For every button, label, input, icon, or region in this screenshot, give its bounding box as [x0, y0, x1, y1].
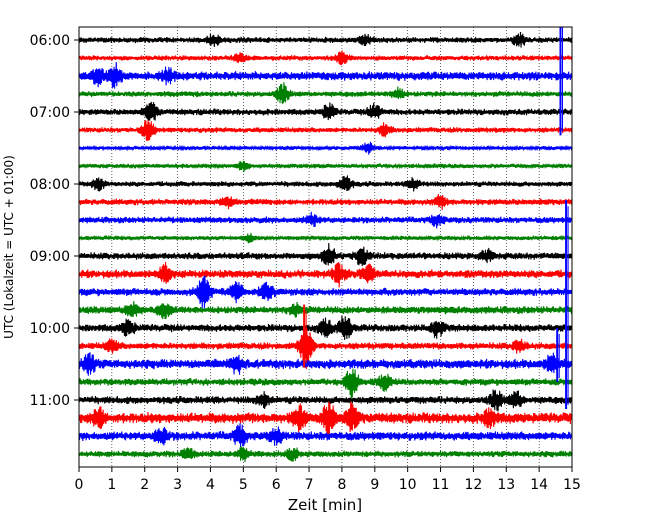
trace-0930 — [79, 275, 572, 309]
x-tick-label-7: 7 — [305, 477, 314, 493]
trace-1030 — [79, 352, 572, 376]
vertical-gridlines — [111, 27, 540, 467]
x-tick-label-1: 1 — [107, 477, 116, 493]
x-tick-label-3: 3 — [173, 477, 182, 493]
trace-0645 — [79, 82, 572, 104]
trace-0630 — [79, 62, 572, 89]
trace-0730 — [79, 141, 572, 155]
trace-0945 — [79, 301, 572, 320]
trace-0715 — [79, 120, 572, 141]
trace-0745 — [79, 160, 572, 173]
x-tick-label-2: 2 — [140, 477, 149, 493]
x-tick-label-9: 9 — [370, 477, 379, 493]
y-tick-label-4: 10:00 — [30, 321, 70, 337]
trace-0845 — [79, 232, 572, 244]
x-axis-label: Zeit [min] — [288, 496, 362, 514]
x-tick-label-0: 0 — [75, 477, 84, 493]
trace-1100 — [79, 389, 572, 412]
plot-frame — [78, 26, 573, 468]
trace-0700 — [79, 101, 572, 121]
y-tick-label-2: 08:00 — [30, 177, 70, 193]
y-tick-label-0: 06:00 — [30, 33, 70, 49]
trace-0815 — [79, 193, 572, 210]
x-tick-label-12: 12 — [464, 477, 482, 493]
trace-1115 — [79, 401, 572, 436]
x-tick-label-15: 15 — [563, 477, 581, 493]
y-tick-label-1: 07:00 — [30, 105, 70, 121]
y-tick-label-3: 09:00 — [30, 249, 70, 265]
y-axis-ticks: 06:00 07:00 08:00 09:00 10:00 11:00 — [30, 33, 79, 409]
trace-1130 — [79, 423, 572, 448]
x-tick-label-13: 13 — [497, 477, 515, 493]
x-axis-ticks: 0 1 2 3 4 5 6 7 8 9 10 11 12 13 14 15 — [75, 467, 581, 493]
trace-0800 — [79, 175, 572, 192]
trace-1145 — [79, 446, 572, 462]
x-tick-label-6: 6 — [272, 477, 281, 493]
trace-1000 — [79, 315, 572, 340]
x-tick-label-8: 8 — [337, 477, 346, 493]
x-tick-label-14: 14 — [530, 477, 548, 493]
y-tick-label-5: 11:00 — [30, 393, 70, 409]
seismic-traces — [79, 27, 572, 462]
x-tick-label-5: 5 — [239, 477, 248, 493]
trace-0830 — [79, 211, 572, 229]
trace-0900 — [79, 242, 572, 267]
trace-1045 — [79, 368, 572, 400]
x-tick-label-11: 11 — [432, 477, 450, 493]
trace-0915 — [79, 261, 572, 288]
trace-1015 — [79, 325, 572, 369]
trace-0600 — [79, 31, 572, 48]
trace-0615 — [79, 50, 572, 66]
x-tick-label-4: 4 — [206, 477, 215, 493]
y-axis-label: UTC (Lokalzeit = UTC + 01:00) — [2, 155, 16, 339]
x-tick-label-10: 10 — [399, 477, 417, 493]
